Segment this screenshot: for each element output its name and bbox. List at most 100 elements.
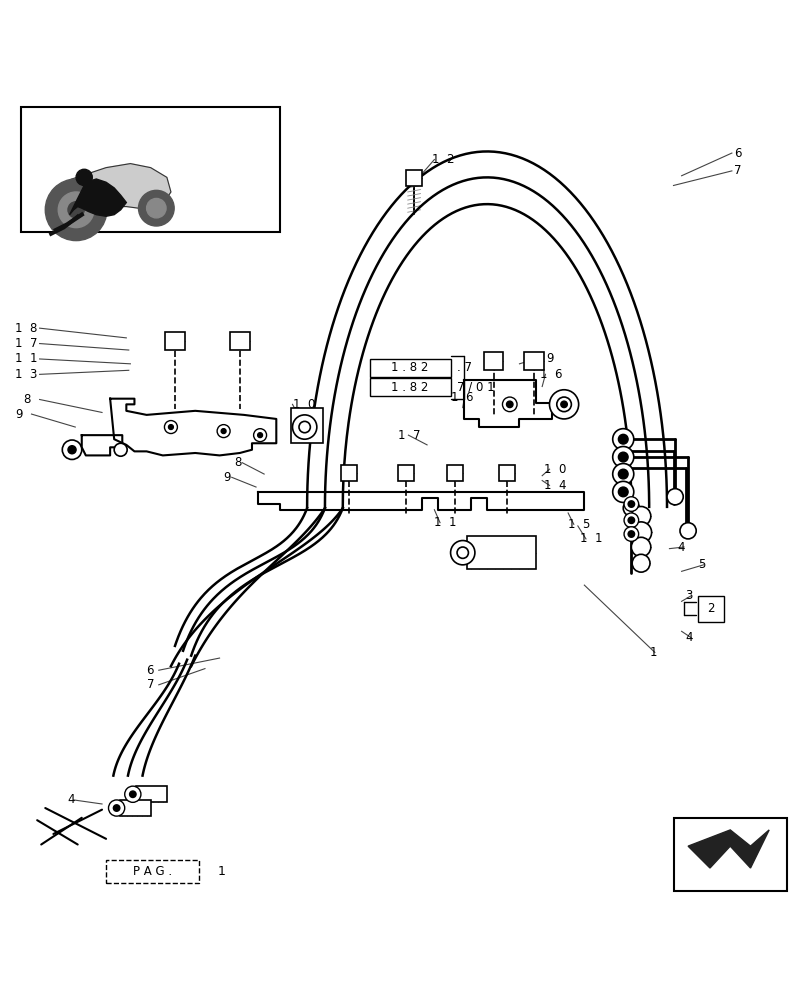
Text: P A G .: P A G . (133, 865, 172, 878)
Circle shape (217, 425, 230, 438)
Circle shape (630, 522, 650, 543)
Text: 1  7: 1 7 (397, 429, 420, 442)
Bar (697, 596, 723, 622)
Circle shape (556, 397, 571, 412)
Circle shape (169, 425, 173, 429)
Circle shape (165, 421, 177, 434)
Circle shape (257, 433, 262, 438)
Circle shape (618, 469, 628, 479)
Circle shape (109, 800, 125, 816)
Circle shape (549, 390, 578, 419)
Circle shape (666, 489, 682, 505)
Text: 1  0: 1 0 (292, 398, 315, 411)
Circle shape (618, 487, 628, 497)
Text: 1 . 8 2: 1 . 8 2 (391, 381, 428, 394)
Text: 4: 4 (67, 793, 75, 806)
Circle shape (631, 537, 650, 557)
Text: 1  2: 1 2 (431, 153, 454, 166)
Text: 4: 4 (676, 541, 684, 554)
Circle shape (130, 791, 136, 797)
Bar (406, 170, 422, 186)
Text: 1  7: 1 7 (15, 337, 38, 350)
Circle shape (631, 506, 650, 526)
Circle shape (58, 192, 94, 228)
Bar (21, 107, 280, 232)
Circle shape (612, 429, 633, 450)
Circle shape (62, 440, 82, 459)
Text: 2: 2 (706, 602, 714, 615)
Text: 5: 5 (697, 558, 704, 571)
Bar (369, 378, 450, 396)
Circle shape (147, 198, 166, 218)
Circle shape (628, 501, 634, 507)
Circle shape (632, 554, 649, 572)
Text: 1  3: 1 3 (15, 368, 37, 381)
Circle shape (125, 786, 141, 802)
Bar (290, 408, 323, 443)
Bar (672, 818, 786, 891)
Text: 1  1: 1 1 (434, 516, 457, 529)
Text: 9: 9 (223, 471, 231, 484)
Circle shape (450, 541, 474, 565)
Bar (483, 352, 503, 370)
Bar (230, 332, 249, 350)
Text: 8: 8 (234, 456, 241, 469)
Bar (120, 800, 151, 816)
Text: 1 . 8 2: 1 . 8 2 (391, 361, 428, 374)
Circle shape (68, 446, 76, 454)
Text: 1  1: 1 1 (15, 352, 38, 365)
Text: 4: 4 (684, 631, 693, 644)
Text: 1  5: 1 5 (568, 518, 590, 531)
Circle shape (457, 547, 468, 558)
Circle shape (618, 434, 628, 444)
Circle shape (45, 179, 107, 241)
Circle shape (292, 415, 316, 439)
Circle shape (679, 523, 695, 539)
Text: 1  9: 1 9 (532, 352, 554, 365)
Bar (466, 536, 535, 569)
Circle shape (623, 500, 639, 516)
Polygon shape (54, 164, 170, 210)
Text: 8: 8 (24, 393, 31, 406)
Bar (446, 465, 462, 481)
Circle shape (502, 397, 517, 412)
Circle shape (221, 429, 225, 434)
Text: 1  0: 1 0 (543, 463, 565, 476)
Circle shape (624, 527, 638, 541)
Text: 7: 7 (733, 164, 741, 177)
Text: 1  6: 1 6 (450, 391, 473, 404)
Circle shape (68, 202, 84, 218)
Bar (499, 465, 515, 481)
Text: 1  4: 1 4 (543, 479, 565, 492)
Text: 6: 6 (733, 147, 741, 160)
Bar (136, 786, 167, 802)
Polygon shape (687, 830, 768, 868)
Text: 7 / 0 1: 7 / 0 1 (457, 381, 494, 394)
Text: 9: 9 (15, 408, 23, 421)
Circle shape (560, 401, 567, 408)
Polygon shape (70, 179, 127, 216)
Bar (341, 465, 357, 481)
Circle shape (139, 190, 174, 226)
Bar (165, 332, 184, 350)
Bar (369, 359, 450, 377)
Circle shape (624, 513, 638, 528)
Circle shape (612, 481, 633, 502)
Text: . 7: . 7 (457, 361, 471, 374)
Circle shape (628, 531, 634, 537)
Bar (106, 860, 199, 883)
Circle shape (506, 401, 513, 408)
Circle shape (298, 421, 310, 433)
Circle shape (114, 805, 120, 811)
Circle shape (612, 464, 633, 485)
Circle shape (628, 517, 634, 524)
Circle shape (624, 497, 638, 511)
Bar (524, 352, 543, 370)
Text: 1: 1 (218, 865, 225, 878)
Text: 3: 3 (684, 589, 692, 602)
Text: 6: 6 (147, 664, 154, 677)
Circle shape (618, 452, 628, 462)
Text: 1  8: 1 8 (15, 322, 37, 335)
Bar (397, 465, 414, 481)
Text: 1  6: 1 6 (539, 368, 561, 381)
